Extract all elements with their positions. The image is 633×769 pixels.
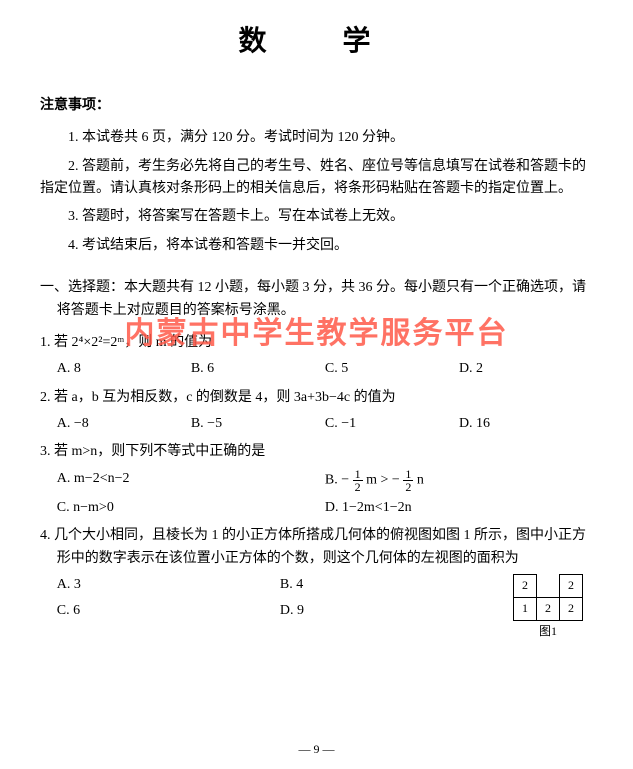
page-title: 数 学 xyxy=(40,20,593,65)
question-options-row: A. m−2<n−2 B. − 12 m > − 12 n xyxy=(40,468,593,493)
option-d: D. 1−2m<1−2n xyxy=(325,497,593,519)
question-text: 2. 若 a，b 互为相反数，c 的倒数是 4，则 3a+3b−4c 的值为 xyxy=(40,387,593,409)
figure-1: 2 2 1 2 2 图1 xyxy=(503,574,593,641)
grid-cell: 1 xyxy=(513,597,537,621)
grid-cell: 2 xyxy=(559,597,583,621)
question-options: A. −8 B. −5 C. −1 D. 16 xyxy=(40,413,593,435)
question-4: 4. 几个大小相同，且棱长为 1 的小正方体所搭成几何体的俯视图如图 1 所示，… xyxy=(40,525,593,641)
grid-cell: 2 xyxy=(536,597,560,621)
option-b: B. 4 xyxy=(280,574,503,596)
option-c: C. 6 xyxy=(57,600,280,622)
question-options-row: C. 6 D. 9 xyxy=(40,600,503,622)
grid-cell-empty xyxy=(536,574,560,598)
grid-cell: 2 xyxy=(513,574,537,598)
page-number: — 9 — xyxy=(40,740,593,759)
question-options-row: C. n−m>0 D. 1−2m<1−2n xyxy=(40,497,593,519)
notice-item: 4. 考试结束后，将本试卷和答题卡一并交回。 xyxy=(40,235,593,257)
option-b: B. − 12 m > − 12 n xyxy=(325,468,593,493)
question-text: 1. 若 2⁴×2²=2ᵐ，则 m 的值为 xyxy=(40,332,593,354)
question-options: A. 8 B. 6 C. 5 D. 2 xyxy=(40,358,593,380)
option-d: D. 16 xyxy=(459,413,593,435)
question-3: 3. 若 m>n，则下列不等式中正确的是 A. m−2<n−2 B. − 12 … xyxy=(40,441,593,519)
option-a: A. −8 xyxy=(57,413,191,435)
option-b: B. −5 xyxy=(191,413,325,435)
option-a: A. 8 xyxy=(57,358,191,380)
figure-label: 图1 xyxy=(503,622,593,641)
option-d: D. 9 xyxy=(280,600,503,622)
notice-item: 2. 答题前，考生务必先将自己的考生号、姓名、座位号等信息填写在试卷和答题卡的指… xyxy=(40,156,593,201)
notice-item: 1. 本试卷共 6 页，满分 120 分。考试时间为 120 分钟。 xyxy=(40,127,593,149)
option-d: D. 2 xyxy=(459,358,593,380)
section-heading: 一、选择题：本大题共有 12 小题，每小题 3 分，共 36 分。每小题只有一个… xyxy=(40,277,593,322)
grid-cell: 2 xyxy=(559,574,583,598)
question-text: 4. 几个大小相同，且棱长为 1 的小正方体所搭成几何体的俯视图如图 1 所示，… xyxy=(40,525,593,570)
option-a: A. 3 xyxy=(57,574,280,596)
question-2: 2. 若 a，b 互为相反数，c 的倒数是 4，则 3a+3b−4c 的值为 A… xyxy=(40,387,593,436)
option-a: A. m−2<n−2 xyxy=(57,468,325,493)
option-c: C. −1 xyxy=(325,413,459,435)
notice-heading: 注意事项： xyxy=(40,95,593,117)
question-text: 3. 若 m>n，则下列不等式中正确的是 xyxy=(40,441,593,463)
notice-item: 3. 答题时，将答案写在答题卡上。写在本试卷上无效。 xyxy=(40,206,593,228)
option-c: C. 5 xyxy=(325,358,459,380)
figure-grid: 2 2 1 2 2 xyxy=(514,574,583,620)
option-c: C. n−m>0 xyxy=(57,497,325,519)
question-1: 1. 若 2⁴×2²=2ᵐ，则 m 的值为 A. 8 B. 6 C. 5 D. … xyxy=(40,332,593,381)
question-options-row: A. 3 B. 4 xyxy=(40,574,503,596)
option-b: B. 6 xyxy=(191,358,325,380)
